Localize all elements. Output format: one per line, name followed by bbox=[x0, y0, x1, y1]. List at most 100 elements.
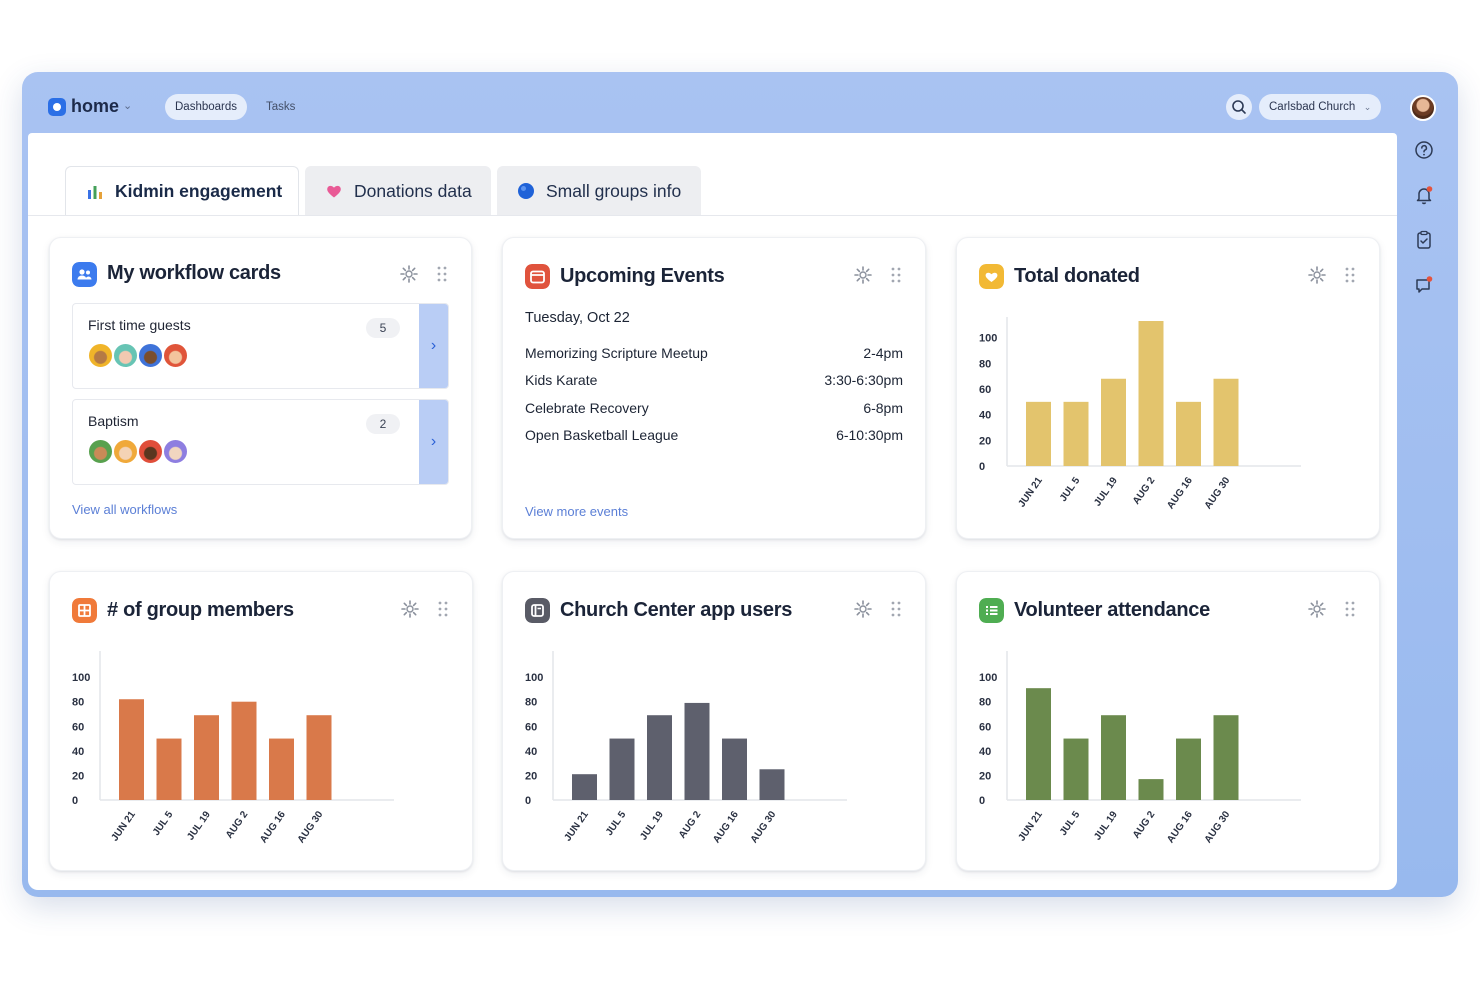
chart-bar bbox=[156, 738, 182, 800]
x-tick-label: JUL 19 bbox=[638, 809, 666, 842]
chevron-right-icon[interactable]: › bbox=[419, 304, 448, 388]
tab-donations-data[interactable]: Donations data bbox=[305, 166, 491, 216]
card-header: Church Center app users bbox=[525, 594, 903, 624]
tab-label: Donations data bbox=[354, 180, 472, 201]
y-tick-label: 20 bbox=[979, 435, 991, 447]
x-tick-label: JUL 5 bbox=[1058, 475, 1083, 504]
x-tick-label: AUG 30 bbox=[749, 809, 779, 845]
drag-handle-icon[interactable] bbox=[1343, 266, 1357, 284]
gear-icon[interactable] bbox=[853, 599, 873, 619]
x-tick-label: AUG 30 bbox=[1203, 809, 1233, 845]
chart-bar bbox=[684, 702, 710, 800]
workflow-count-badge: 2 bbox=[366, 414, 400, 434]
card-header: Total donated bbox=[979, 260, 1357, 290]
heart-icon bbox=[327, 185, 341, 198]
nav-tasks[interactable]: Tasks bbox=[266, 101, 296, 113]
app-switcher[interactable]: home bbox=[71, 96, 120, 116]
y-tick-label: 80 bbox=[979, 697, 991, 709]
x-tick-label: AUG 2 bbox=[1131, 809, 1158, 841]
chart-bar bbox=[1138, 779, 1164, 800]
x-tick-label: JUN 21 bbox=[562, 809, 591, 843]
user-avatar[interactable] bbox=[1410, 95, 1436, 121]
bar-chart: 0 20 40 60 80 100 JUN 21 JUL 5 JUL 19 AUG 2 AUG 16… bbox=[72, 651, 394, 845]
gear-icon[interactable] bbox=[1307, 265, 1327, 285]
event-name: Celebrate Recovery bbox=[525, 400, 649, 416]
drag-handle-icon[interactable] bbox=[1343, 600, 1357, 618]
gear-icon[interactable] bbox=[399, 264, 419, 284]
gear-icon[interactable] bbox=[1307, 599, 1327, 619]
drag-handle-icon[interactable] bbox=[436, 600, 450, 618]
avatar bbox=[112, 438, 139, 465]
chevron-down-icon: ⌄ bbox=[1363, 102, 1372, 112]
chat-icon[interactable] bbox=[1412, 273, 1436, 297]
card-title: Total donated bbox=[1014, 265, 1140, 287]
y-tick-label: 0 bbox=[525, 795, 531, 807]
view-all-workflows-link[interactable]: View all workflows bbox=[72, 502, 178, 517]
x-tick-label: AUG 2 bbox=[1131, 475, 1158, 507]
y-tick-label: 40 bbox=[979, 746, 991, 758]
y-tick-label: 60 bbox=[72, 721, 84, 733]
y-tick-label: 100 bbox=[525, 672, 543, 684]
total-donated-card: Total donated 0 20 40 60 80 100 JUN 21 JUL 5 JUL… bbox=[956, 237, 1380, 539]
x-tick-label: JUN 21 bbox=[109, 809, 138, 843]
gear-icon[interactable] bbox=[853, 265, 873, 285]
card-title: Volunteer attendance bbox=[1014, 599, 1210, 621]
app-window: home ⌄ Dashboards Tasks Carlsbad Church … bbox=[22, 72, 1458, 897]
people-icon bbox=[72, 262, 97, 287]
drag-handle-icon[interactable] bbox=[889, 266, 903, 284]
workflow-label: Baptism bbox=[88, 413, 139, 429]
x-tick-label: AUG 16 bbox=[258, 809, 288, 845]
event-row[interactable]: Open Basketball League 6-10:30pm bbox=[525, 427, 903, 443]
nav-dashboards[interactable]: Dashboards bbox=[165, 94, 248, 120]
y-tick-label: 0 bbox=[72, 795, 78, 807]
card-header: Volunteer attendance bbox=[979, 594, 1357, 624]
list-icon bbox=[979, 598, 1004, 623]
tab-label: Kidmin engagement bbox=[115, 181, 283, 201]
organization-switcher[interactable]: Carlsbad Church ⌄ bbox=[1259, 94, 1382, 120]
app-icon bbox=[525, 598, 550, 623]
y-tick-label: 20 bbox=[525, 770, 537, 782]
y-tick-label: 60 bbox=[979, 384, 991, 396]
chevron-down-icon[interactable]: ⌄ bbox=[123, 100, 133, 112]
chevron-right-icon[interactable]: › bbox=[419, 400, 448, 484]
tab-small-groups-info[interactable]: Small groups info bbox=[497, 166, 701, 216]
y-tick-label: 0 bbox=[979, 795, 985, 807]
x-tick-label: AUG 16 bbox=[1165, 809, 1195, 845]
y-tick-label: 40 bbox=[979, 410, 991, 422]
clipboard-check-icon[interactable] bbox=[1412, 228, 1436, 252]
drag-handle-icon[interactable] bbox=[889, 600, 903, 618]
y-tick-label: 40 bbox=[525, 746, 537, 758]
y-tick-label: 0 bbox=[979, 461, 985, 473]
church-center-app-users-card: Church Center app users 0 20 40 60 80 100 JUN … bbox=[502, 571, 926, 871]
tab-kidmin-engagement[interactable]: Kidmin engagement bbox=[65, 166, 299, 216]
chart-bar bbox=[194, 715, 219, 800]
x-tick-label: JUL 5 bbox=[604, 809, 629, 838]
drag-handle-icon[interactable] bbox=[435, 265, 449, 283]
x-tick-label: AUG 2 bbox=[224, 809, 251, 841]
card-title: Upcoming Events bbox=[560, 265, 725, 287]
event-name: Open Basketball League bbox=[525, 427, 679, 443]
notifications-bell-icon[interactable] bbox=[1412, 183, 1436, 207]
chart-bar bbox=[1138, 321, 1164, 466]
home-logo-icon[interactable] bbox=[48, 98, 66, 116]
event-row[interactable]: Memorizing Scripture Meetup 2-4pm bbox=[525, 345, 903, 361]
bar-chart: 0 20 40 60 80 100 JUN 21 JUL 5 JUL 19 AUG 2 AUG 16… bbox=[525, 651, 847, 845]
heart-icon bbox=[979, 264, 1004, 289]
avatar bbox=[162, 438, 189, 465]
y-tick-label: 80 bbox=[72, 697, 84, 709]
view-more-events-link[interactable]: View more events bbox=[525, 504, 629, 519]
event-row[interactable]: Kids Karate 3:30-6:30pm bbox=[525, 372, 903, 388]
event-time: 6-10:30pm bbox=[836, 427, 903, 443]
workflow-item-baptism[interactable]: Baptism 2 › bbox=[72, 399, 449, 485]
avatar bbox=[87, 342, 114, 369]
search-button[interactable] bbox=[1226, 94, 1252, 120]
gear-icon[interactable] bbox=[400, 599, 420, 619]
chart-bar bbox=[119, 699, 144, 800]
workflow-item-first-time-guests[interactable]: First time guests 5 › bbox=[72, 303, 449, 389]
y-tick-label: 80 bbox=[979, 358, 991, 370]
event-name: Kids Karate bbox=[525, 372, 598, 388]
avatar bbox=[137, 438, 164, 465]
event-row[interactable]: Celebrate Recovery 6-8pm bbox=[525, 400, 903, 416]
help-icon[interactable] bbox=[1412, 138, 1436, 162]
card-title: Church Center app users bbox=[560, 599, 793, 621]
